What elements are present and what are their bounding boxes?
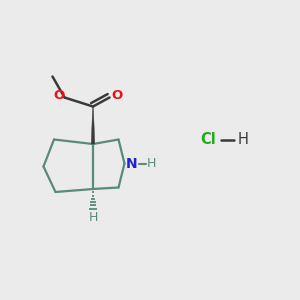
- Text: Cl: Cl: [201, 132, 216, 147]
- Text: H: H: [88, 211, 98, 224]
- Polygon shape: [91, 106, 95, 144]
- Text: O: O: [53, 89, 65, 103]
- Text: H: H: [238, 132, 248, 147]
- Text: O: O: [111, 88, 122, 102]
- Text: H: H: [147, 157, 156, 170]
- Text: N: N: [125, 157, 137, 170]
